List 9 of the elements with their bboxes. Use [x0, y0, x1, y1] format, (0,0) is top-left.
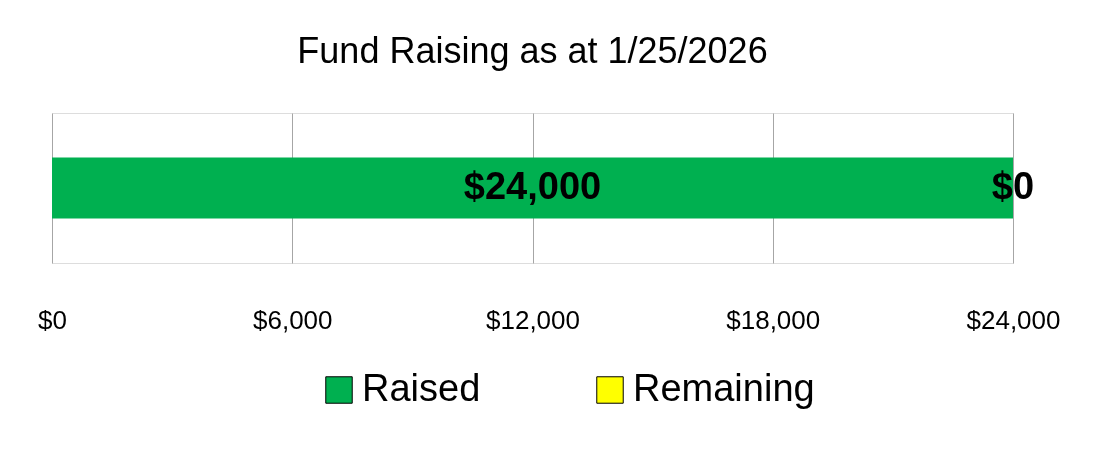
data-label: $24,000 [463, 165, 602, 207]
x-tick-label: $18,000 [726, 304, 821, 335]
chart-title: Fund Raising as at 1/25/2026 [297, 30, 768, 71]
legend-label: Raised [362, 367, 481, 409]
x-tick-label: $6,000 [252, 304, 333, 335]
x-tick-label: $24,000 [966, 304, 1061, 335]
legend-label: Remaining [633, 367, 815, 409]
x-tick-label: $0 [38, 304, 67, 335]
x-tick-label: $12,000 [486, 304, 580, 335]
